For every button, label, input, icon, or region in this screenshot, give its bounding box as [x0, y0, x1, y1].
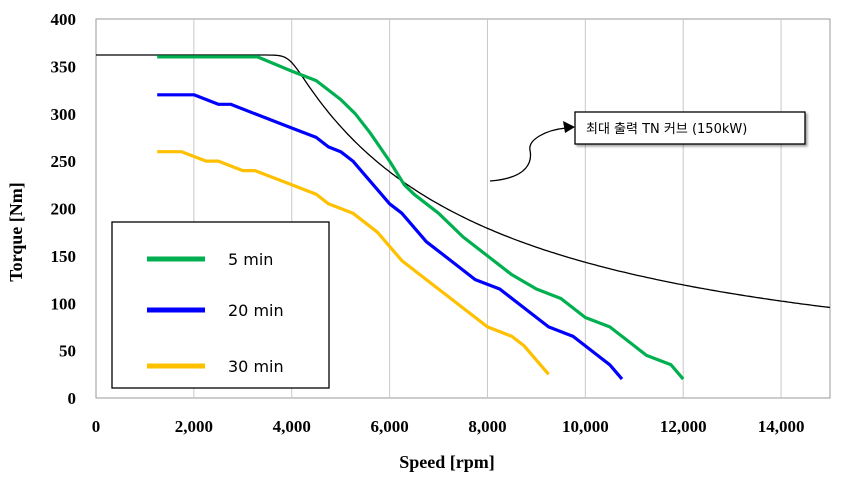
x-tick-label: 12,000 — [660, 417, 707, 436]
y-axis-title: Torque [Nm] — [6, 182, 26, 282]
y-tick-labels: 0 50 100 150 200 250 300 350 400 — [51, 10, 77, 408]
x-tick-label: 0 — [92, 417, 101, 436]
x-tick-label: 2,000 — [175, 417, 213, 436]
series-lines — [157, 55, 685, 381]
x-tick-label: 4,000 — [273, 417, 311, 436]
callout-arrow — [489, 127, 567, 182]
y-tick-label: 300 — [51, 105, 77, 124]
callout-arrowhead — [563, 121, 575, 133]
y-tick-label: 100 — [51, 294, 77, 313]
max-power-curve-line — [96, 54, 831, 309]
series-line-20min — [157, 93, 624, 381]
y-tick-label: 0 — [68, 389, 77, 408]
y-tick-label: 400 — [51, 10, 77, 29]
legend-label-20min: 20 min — [228, 301, 284, 320]
y-tick-label: 150 — [51, 247, 77, 266]
x-tick-labels: 0 2,000 4,000 6,000 8,000 10,000 12,000 14,000 — [92, 417, 805, 436]
y-tick-label: 200 — [51, 200, 77, 219]
max-power-curve — [96, 54, 831, 309]
y-tick-label: 250 — [51, 152, 77, 171]
y-tick-label: 350 — [51, 57, 77, 76]
x-tick-label: 10,000 — [562, 417, 609, 436]
callout-box — [574, 111, 806, 145]
x-tick-label: 8,000 — [468, 417, 506, 436]
x-axis-title: Speed [rpm] — [399, 452, 495, 472]
legend-box — [111, 221, 330, 389]
series-line-5min — [157, 55, 685, 381]
y-tick-label: 50 — [59, 342, 76, 361]
legend-label-30min: 30 min — [228, 357, 284, 376]
legend-label-5min: 5 min — [228, 250, 273, 269]
callout: 최대 출력 TN 커브 (150kW) — [489, 111, 806, 182]
callout-label: 최대 출력 TN 커브 (150kW) — [586, 122, 747, 137]
legend: 5 min 20 min 30 min — [111, 221, 330, 389]
series-line-30min — [157, 150, 550, 376]
x-tick-label: 14,000 — [758, 417, 805, 436]
x-tick-label: 6,000 — [370, 417, 408, 436]
